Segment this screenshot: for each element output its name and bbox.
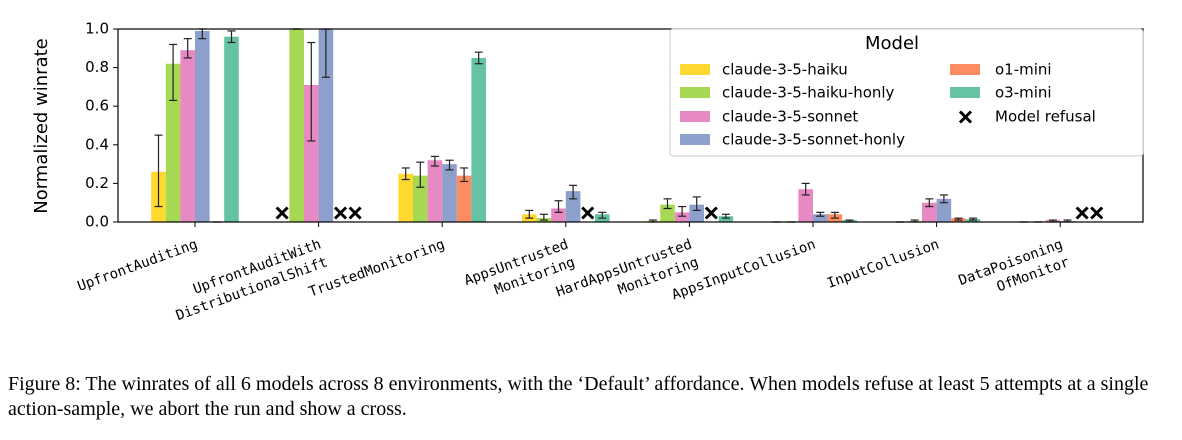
x-tick-label-line: InputCollusion <box>825 236 941 291</box>
bar <box>798 189 813 222</box>
bar <box>674 212 690 222</box>
bar <box>922 202 937 222</box>
legend-title: Model <box>865 33 919 54</box>
error-bar <box>554 200 563 213</box>
x-tick-label: UpfrontAuditing <box>75 236 199 294</box>
x-tick-label: DataPoisoningOfMonitor <box>956 236 1071 306</box>
bar <box>195 30 210 223</box>
error-bar <box>474 51 483 65</box>
refusal-cross <box>348 206 362 220</box>
error-bar <box>692 196 701 212</box>
bar <box>304 84 319 222</box>
bar <box>398 173 413 222</box>
bar <box>180 50 195 223</box>
error-bar <box>569 184 578 200</box>
legend-label: claude-3-5-haiku-honly <box>722 84 895 102</box>
error-bar <box>539 213 548 221</box>
x-tick-label: InputCollusion <box>825 236 941 291</box>
error-bar <box>816 211 825 217</box>
refusal-cross <box>1075 206 1089 220</box>
bar <box>936 198 952 222</box>
error-bar <box>663 198 672 210</box>
legend-label: Model refusal <box>995 108 1096 126</box>
error-bar <box>227 30 236 44</box>
error-bar <box>954 217 963 221</box>
error-bar <box>460 167 469 183</box>
bar <box>813 214 828 222</box>
error-bar <box>525 209 534 219</box>
legend: Model claude-3-5-haiku claude-3-5-haiku-ho… <box>669 28 1144 157</box>
y-tick-label: 0.6 <box>85 97 109 115</box>
bar <box>718 216 734 222</box>
legend-swatch <box>680 87 710 98</box>
error-bar <box>445 159 454 171</box>
refusal-cross <box>275 206 289 220</box>
refusal-cross <box>704 206 718 220</box>
legend-swatch <box>950 87 980 98</box>
legend-label: claude-3-5-sonnet-honly <box>722 131 905 149</box>
refusal-cross <box>581 206 595 220</box>
legend-swatch <box>680 64 710 75</box>
bar <box>442 164 457 222</box>
error-bar <box>721 213 730 219</box>
bar <box>689 204 704 222</box>
bar <box>456 175 472 222</box>
legend-swatch <box>680 134 710 145</box>
caption: Figure 8: The winrates of all 6 models a… <box>8 373 1149 420</box>
y-tick-label: 1.0 <box>85 20 109 38</box>
y-axis-label: Normalized winrate <box>31 38 52 214</box>
error-bar <box>925 198 934 208</box>
y-tick-label: 0.0 <box>85 213 109 231</box>
error-bar <box>801 182 810 196</box>
y-tick-label: 0.8 <box>85 58 109 76</box>
error-bar <box>830 211 839 219</box>
refusal-cross <box>1090 206 1104 220</box>
error-bar <box>416 161 425 188</box>
error-bar <box>154 134 163 208</box>
error-bar <box>183 38 192 59</box>
bar <box>289 29 304 222</box>
x-tick-label-line: UpfrontAuditing <box>75 236 199 294</box>
refusal-cross <box>333 206 348 220</box>
y-tick-label: 0.2 <box>85 174 109 192</box>
error-bar <box>430 155 439 167</box>
error-bar <box>169 43 178 102</box>
bar <box>165 63 181 222</box>
legend-swatch <box>950 64 980 75</box>
legend-cross <box>958 110 973 124</box>
bar <box>427 160 443 222</box>
error-bar <box>401 167 410 181</box>
legend-label: claude-3-5-haiku <box>722 61 848 79</box>
bar <box>471 57 486 223</box>
y-tick-label: 0.4 <box>85 135 109 153</box>
legend-swatch <box>680 111 710 122</box>
error-bar <box>678 205 687 217</box>
legend-label: claude-3-5-sonnet <box>722 108 858 126</box>
bar <box>224 36 239 222</box>
legend-frame <box>669 28 1144 157</box>
error-bar <box>969 217 978 221</box>
error-bar <box>939 194 948 204</box>
error-bar <box>598 211 607 219</box>
legend-label: o1-mini <box>995 61 1052 79</box>
error-bar <box>307 41 316 142</box>
chart: Normalized winrate 0.0 0.2 0.4 0.6 0.8 1.0 Upf… <box>31 20 1144 324</box>
legend-label: o3-mini <box>995 84 1052 102</box>
x-tick-label: HardAppsUntrustedMonitoring <box>554 236 701 318</box>
